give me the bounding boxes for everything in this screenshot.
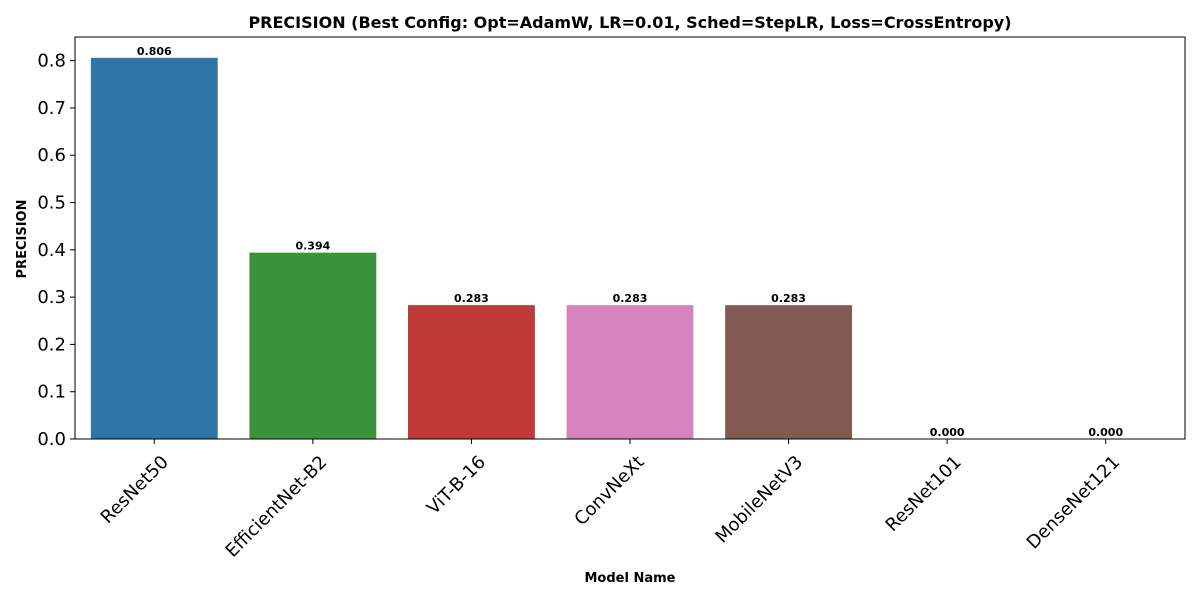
bars-group xyxy=(90,57,852,439)
x-tick-label: ViT-B-16 xyxy=(423,452,490,519)
x-tick-label: ResNet101 xyxy=(882,452,966,536)
value-label: 0.000 xyxy=(1088,426,1123,439)
value-label: 0.283 xyxy=(454,292,489,305)
x-tick-label: MobileNetV3 xyxy=(711,452,807,548)
bar-resnet50 xyxy=(90,57,218,439)
value-label: 0.283 xyxy=(613,292,648,305)
bar-convnext xyxy=(566,305,694,439)
y-tick-label: 0.1 xyxy=(37,382,66,403)
y-tick-label: 0.0 xyxy=(37,429,66,450)
x-axis-label: Model Name xyxy=(585,571,676,586)
x-tick-label: DenseNet121 xyxy=(1023,452,1125,554)
y-tick-label: 0.5 xyxy=(37,193,66,214)
bar-mobilenetv3 xyxy=(725,305,852,439)
y-tick-label: 0.6 xyxy=(37,145,66,166)
y-tick-label: 0.3 xyxy=(37,287,66,308)
bar-vit-b-16 xyxy=(408,305,535,439)
chart-title: PRECISION (Best Config: Opt=AdamW, LR=0.… xyxy=(248,13,1011,32)
value-label: 0.394 xyxy=(295,240,330,253)
x-tick-label: ConvNeXt xyxy=(570,452,648,530)
y-tick-label: 0.8 xyxy=(37,51,66,72)
value-label: 0.283 xyxy=(771,292,806,305)
y-tick-label: 0.2 xyxy=(37,334,66,355)
y-axis: 0.0 0.1 0.2 0.3 0.4 0.5 0.6 0.7 0.8 xyxy=(37,51,75,450)
value-label: 0.806 xyxy=(137,45,172,58)
x-tick-label: EfficientNet-B2 xyxy=(222,452,332,562)
x-tick-label: ResNet50 xyxy=(97,452,173,528)
bar-efficientnet-b2 xyxy=(249,252,377,439)
y-axis-label: PRECISION xyxy=(15,200,30,279)
value-labels-group: 0.806 0.394 0.283 0.283 0.283 0.000 0.000 xyxy=(137,45,1124,439)
value-label: 0.000 xyxy=(930,426,965,439)
y-tick-label: 0.4 xyxy=(37,240,66,261)
y-tick-label: 0.7 xyxy=(37,98,66,119)
x-axis: ResNet50 EfficientNet-B2 ViT-B-16 ConvNeXt M… xyxy=(97,439,1125,562)
